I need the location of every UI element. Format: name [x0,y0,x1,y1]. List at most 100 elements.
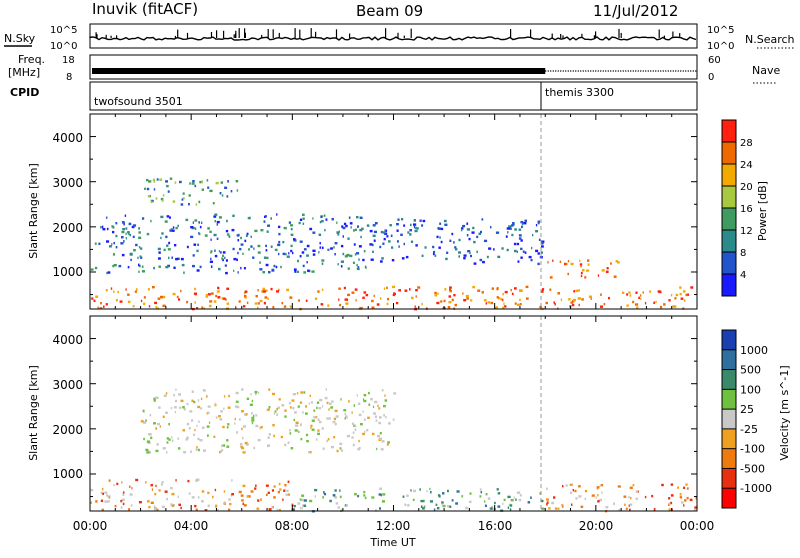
velocity-cell [259,427,261,430]
power-cell [421,254,424,257]
power-cell [294,270,297,273]
cpid-segment-2: themis 3300 [545,86,614,99]
velocity-cell [268,508,272,511]
power-cell [283,226,287,230]
power-cell [276,213,278,216]
velocity-cell [599,484,602,487]
power-cell [415,244,418,247]
velocity-cell [684,499,687,502]
power-cell [506,227,510,230]
velocity-cell [447,489,449,493]
power-cell [158,251,161,254]
velocity-colorbar-ticklabel: 25 [740,403,754,416]
power-cell [259,261,261,264]
power-cell [600,305,603,308]
velocity-cell [168,438,171,441]
velocity-cell [170,503,173,506]
power-cell [138,264,141,268]
velocity-cell [265,484,269,487]
power-cell [523,222,527,225]
power-cell [584,276,587,279]
power-cell [421,224,424,227]
power-cell [174,181,177,184]
power-cell [679,292,682,296]
power-cell [603,303,606,306]
velocity-cell [315,438,318,441]
velocity-cell [661,483,664,487]
velocity-cell [584,489,588,493]
velocity-cell [171,436,173,439]
power-cell [186,245,189,249]
velocity-cell [565,484,568,487]
velocity-cell [199,439,203,442]
power-cell [587,259,590,262]
power-cell [397,218,400,221]
velocity-cell [234,417,236,421]
velocity-cell [686,487,689,490]
power-cell [226,287,230,290]
power-cell [138,236,142,239]
velocity-cell [378,493,382,496]
power-cell [657,290,661,293]
velocity-cell [90,488,94,492]
power-cell [324,229,326,232]
velocity-cell [299,506,302,510]
power-cell [239,247,242,251]
nsearch-label: N.Search [745,33,795,46]
velocity-cell [442,504,446,508]
power-cell [100,226,102,229]
power-cell [320,215,324,218]
power-cell [330,247,333,250]
power-cell [225,298,227,301]
power-cell [497,297,501,300]
power-cell [254,302,258,305]
power-cell [138,246,141,249]
power-cell [391,246,394,249]
power-cell [106,271,108,275]
xtick-6: 00:00 [680,519,715,533]
xtick-0: 00:00 [73,519,108,533]
velocity-cell [306,439,309,443]
xtick-5: 20:00 [579,519,614,533]
velocity-cell [241,388,244,391]
power-cell [125,227,128,230]
power-cell [146,187,150,191]
power-cell [528,255,532,259]
power-cell [362,296,365,299]
power-cell [582,269,585,272]
xtick-4: 16:00 [478,519,513,533]
power-cell [434,294,438,297]
velocity-cell [363,494,366,497]
velocity-cell [130,504,133,507]
date-title: 11/Jul/2012 [593,2,678,20]
power-cell [178,298,181,301]
velocity-cell [113,483,115,487]
velocity-cell [240,445,243,449]
power-cell [610,262,612,265]
velocity-cell [332,494,336,497]
power-colorbar-swatch [722,120,736,143]
velocity-ytick-1000: 1000 [52,467,83,481]
power-cell [150,200,153,204]
cpid-label: CPID [10,86,39,99]
power-cell [501,247,504,250]
power-cell [323,214,326,217]
velocity-cell [135,478,139,482]
velocity-cell [162,415,165,418]
velocity-cell [104,491,108,494]
power-cell [321,262,324,265]
nsearch-tick-bottom: 10^0 [707,41,734,52]
power-cell [403,242,405,246]
power-cell [358,258,360,261]
power-cell [219,192,222,195]
power-cell [398,289,401,292]
velocity-colorbar-ticklabel: -1000 [740,482,772,495]
power-cell [473,240,476,244]
power-colorbar-ticklabel: 4 [740,270,746,281]
power-cell [270,245,273,248]
power-cell [322,288,324,291]
power-cell [538,238,541,241]
power-cell [675,293,679,297]
velocity-cell [326,401,329,405]
